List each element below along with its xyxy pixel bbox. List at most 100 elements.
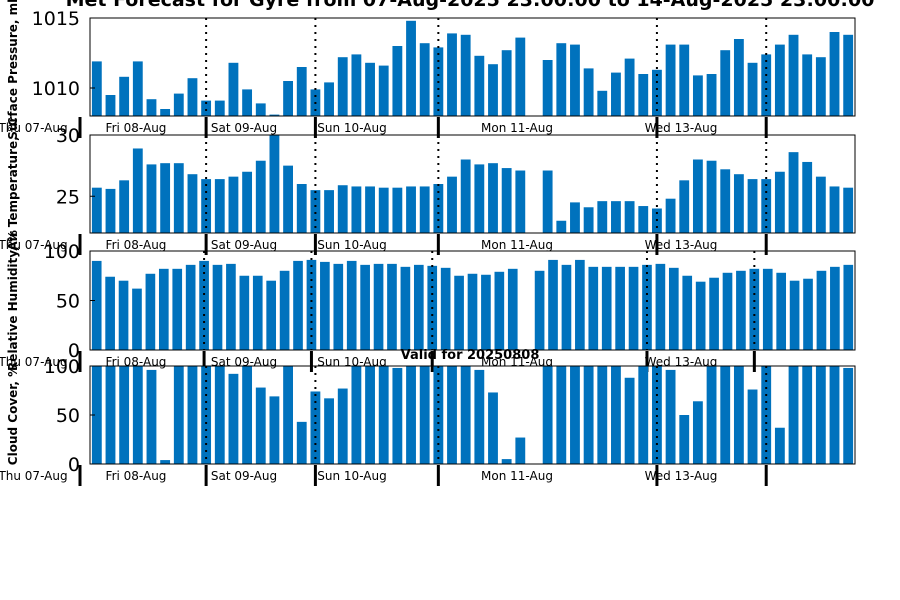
bar	[118, 280, 129, 350]
bar	[105, 366, 116, 464]
y-axis-label: Air Temperature, °C	[6, 117, 20, 251]
bar	[720, 169, 731, 233]
bar	[474, 55, 485, 116]
bar	[160, 163, 171, 233]
bar	[378, 187, 389, 233]
bar	[306, 259, 317, 350]
bar	[146, 369, 157, 464]
bar	[695, 281, 706, 350]
bar	[843, 367, 854, 464]
bar	[597, 366, 608, 464]
y-tick-label: 50	[56, 405, 80, 427]
bar	[255, 103, 266, 116]
bar	[774, 427, 785, 464]
bar	[843, 264, 854, 350]
bar	[392, 46, 403, 116]
panel-title: Valid for 20250808	[401, 348, 540, 363]
bar	[638, 74, 649, 116]
bar	[815, 57, 826, 116]
bar	[105, 188, 116, 233]
bar	[789, 280, 800, 350]
bar	[624, 377, 635, 464]
bar	[638, 206, 649, 233]
bar	[91, 366, 102, 464]
bar	[561, 264, 572, 350]
bar	[378, 366, 389, 464]
bar	[160, 109, 171, 116]
bar	[665, 44, 676, 116]
bar	[146, 99, 157, 116]
y-tick-label: 0	[68, 340, 80, 362]
bar	[242, 171, 253, 233]
day-label: Sun 10-Aug	[317, 121, 386, 135]
bar	[145, 273, 156, 350]
bar	[351, 366, 362, 464]
bar	[788, 34, 799, 116]
bar	[406, 366, 416, 464]
bar	[460, 34, 471, 116]
bar	[119, 76, 130, 116]
bar	[228, 62, 239, 116]
bar	[419, 43, 430, 117]
bar	[507, 268, 518, 350]
bar	[749, 268, 760, 350]
bar	[447, 33, 457, 116]
bar	[283, 366, 293, 464]
bar	[228, 373, 239, 464]
bar	[802, 366, 813, 464]
bar	[173, 163, 184, 233]
bar	[488, 64, 498, 116]
bar	[279, 270, 290, 350]
bar	[624, 201, 635, 233]
bar	[556, 43, 567, 117]
bar	[214, 100, 225, 116]
bar	[501, 50, 512, 117]
bar	[515, 170, 526, 233]
y-tick-label: 0	[68, 454, 80, 476]
bar	[542, 170, 553, 233]
bar	[570, 44, 580, 116]
bar	[706, 74, 717, 116]
bar	[747, 62, 758, 116]
bar	[132, 366, 143, 464]
bar	[501, 459, 512, 464]
bar	[333, 263, 344, 350]
bar	[400, 266, 411, 350]
bar	[351, 54, 362, 116]
day-label: Mon 11-Aug	[481, 121, 553, 135]
bar	[283, 165, 293, 234]
bar	[296, 421, 307, 464]
bar	[132, 61, 143, 116]
bar	[802, 161, 813, 233]
day-label: Thu 07-Aug	[0, 469, 68, 483]
bar	[679, 180, 690, 233]
bar	[324, 82, 334, 116]
day-label: Thu 07-Aug	[0, 121, 68, 135]
bar	[252, 275, 263, 350]
day-label: Fri 08-Aug	[106, 238, 167, 252]
day-label: Wed 13-Aug	[645, 469, 718, 483]
bar	[655, 263, 666, 350]
bar	[269, 114, 280, 116]
bar	[242, 89, 253, 116]
bar	[706, 366, 717, 464]
bar	[447, 366, 457, 464]
panel-3: 0 50 100 Relative Humidity, %Thu 07-Aug Fri …	[0, 230, 856, 372]
bar	[212, 264, 223, 350]
bar	[160, 460, 171, 464]
bar	[158, 268, 169, 350]
bar	[736, 270, 746, 350]
bar	[296, 67, 307, 116]
bar	[583, 207, 594, 233]
bar	[324, 190, 334, 234]
bar	[515, 437, 526, 464]
bar	[747, 179, 758, 233]
bar	[365, 366, 375, 464]
bar	[570, 366, 580, 464]
bar	[803, 278, 813, 350]
bar	[692, 75, 703, 116]
bar	[515, 37, 526, 116]
